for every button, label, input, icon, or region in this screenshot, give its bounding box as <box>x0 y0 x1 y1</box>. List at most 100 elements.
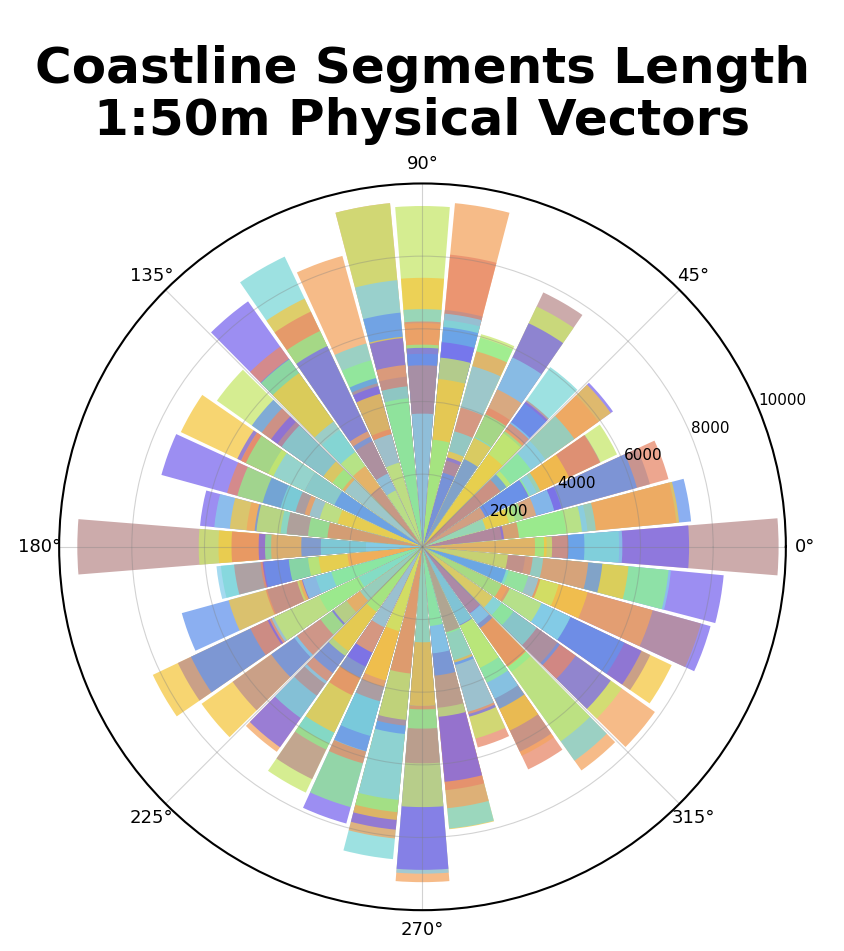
Bar <box>422 547 513 625</box>
Bar <box>422 547 670 610</box>
Bar <box>217 370 422 547</box>
Bar <box>295 547 422 749</box>
Bar <box>422 440 668 547</box>
Bar <box>371 547 422 628</box>
Bar <box>276 547 422 779</box>
Bar <box>422 471 510 547</box>
Bar <box>422 547 558 606</box>
Bar <box>241 433 422 547</box>
Bar <box>202 547 422 737</box>
Bar <box>297 547 422 655</box>
Bar <box>296 346 422 547</box>
Bar <box>232 547 422 710</box>
Bar <box>240 257 422 547</box>
Bar <box>347 547 422 667</box>
Bar <box>342 477 422 547</box>
Bar <box>265 547 422 614</box>
Bar <box>252 399 422 547</box>
Bar <box>422 547 722 623</box>
Bar <box>177 547 422 701</box>
Bar <box>422 482 675 547</box>
Bar <box>422 547 536 645</box>
Bar <box>422 438 490 547</box>
Bar <box>409 547 435 706</box>
Bar <box>329 547 422 695</box>
Bar <box>254 504 422 547</box>
Bar <box>422 526 503 547</box>
Bar <box>414 547 430 642</box>
Bar <box>422 547 493 828</box>
Bar <box>227 462 422 547</box>
Bar <box>422 547 524 573</box>
Bar <box>422 537 546 556</box>
Bar <box>340 547 422 736</box>
Bar <box>404 323 440 547</box>
Bar <box>422 547 489 624</box>
Bar <box>422 526 688 568</box>
Bar <box>422 547 525 667</box>
Bar <box>422 358 541 547</box>
Bar <box>422 511 565 547</box>
Bar <box>422 547 602 592</box>
Bar <box>422 547 449 653</box>
Bar <box>422 547 610 708</box>
Bar <box>305 473 422 547</box>
Bar <box>407 354 437 547</box>
Bar <box>422 547 570 640</box>
Bar <box>422 408 509 547</box>
Bar <box>422 460 459 547</box>
Bar <box>406 348 438 547</box>
Bar <box>320 547 422 634</box>
Bar <box>422 401 547 547</box>
Bar <box>422 366 500 547</box>
Bar <box>314 421 422 547</box>
Bar <box>369 338 422 547</box>
Bar <box>355 441 422 547</box>
Bar <box>422 547 540 598</box>
Bar <box>305 495 422 547</box>
Bar <box>376 474 422 547</box>
Bar <box>354 547 422 812</box>
Bar <box>422 547 587 589</box>
Bar <box>422 384 610 547</box>
Bar <box>422 408 482 547</box>
Bar <box>301 547 422 599</box>
Bar <box>250 346 422 547</box>
Bar <box>386 547 422 631</box>
Bar <box>231 532 422 562</box>
Bar <box>153 547 422 716</box>
Bar <box>422 358 470 547</box>
Bar <box>422 547 459 632</box>
Bar <box>422 547 543 577</box>
Bar <box>411 414 433 547</box>
Bar <box>422 547 509 602</box>
Bar <box>404 547 440 764</box>
Bar <box>323 461 422 547</box>
Bar <box>409 547 435 706</box>
Bar <box>211 301 422 547</box>
Bar <box>361 547 422 687</box>
Bar <box>422 547 479 613</box>
Bar <box>390 547 422 673</box>
Bar <box>422 547 471 625</box>
Bar <box>422 547 589 741</box>
Bar <box>422 351 506 547</box>
Bar <box>422 547 560 665</box>
Bar <box>273 454 422 547</box>
Bar <box>355 547 422 701</box>
Bar <box>422 416 574 547</box>
Bar <box>309 498 422 547</box>
Bar <box>271 534 422 559</box>
Bar <box>422 547 562 769</box>
Bar <box>422 547 459 633</box>
Bar <box>422 547 710 671</box>
Bar <box>219 531 422 563</box>
Bar <box>422 327 478 547</box>
Bar <box>260 359 422 547</box>
Bar <box>216 547 422 599</box>
Bar <box>346 547 422 612</box>
Bar <box>304 547 422 684</box>
Bar <box>181 395 422 547</box>
Bar <box>229 547 422 631</box>
Bar <box>422 490 554 547</box>
